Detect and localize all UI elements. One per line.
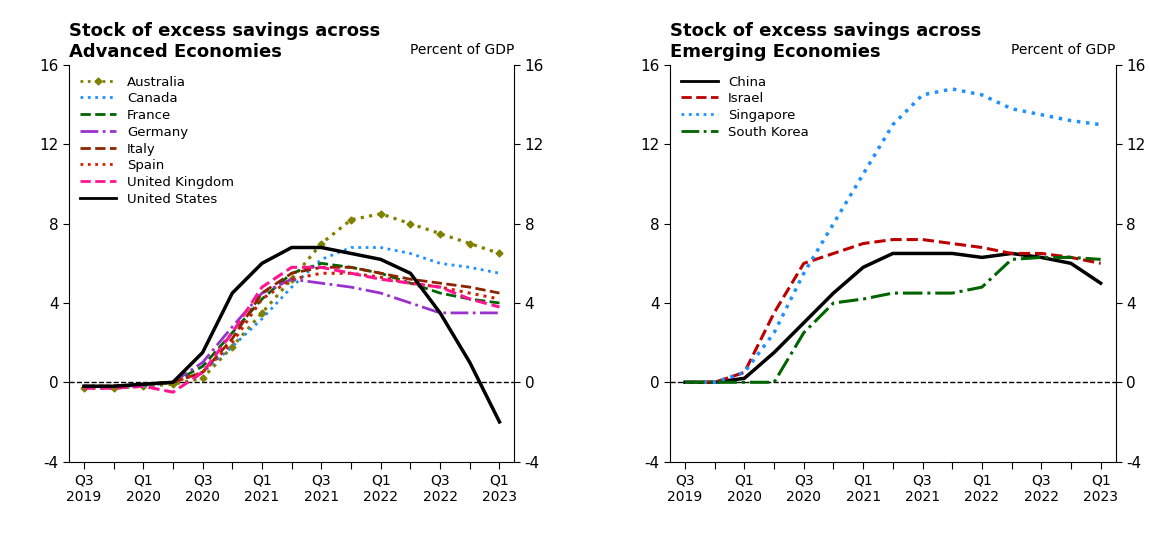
Text: Stock of excess savings across
Advanced Economies: Stock of excess savings across Advanced … bbox=[69, 22, 381, 61]
Legend: Australia, Canada, France, Germany, Italy, Spain, United Kingdom, United States: Australia, Canada, France, Germany, Ital… bbox=[75, 71, 239, 211]
Legend: China, Israel, Singapore, South Korea: China, Israel, Singapore, South Korea bbox=[675, 71, 814, 144]
Text: Stock of excess savings across
Emerging Economies: Stock of excess savings across Emerging … bbox=[670, 22, 981, 61]
Text: Percent of GDP: Percent of GDP bbox=[1011, 43, 1116, 57]
Text: Percent of GDP: Percent of GDP bbox=[409, 43, 514, 57]
